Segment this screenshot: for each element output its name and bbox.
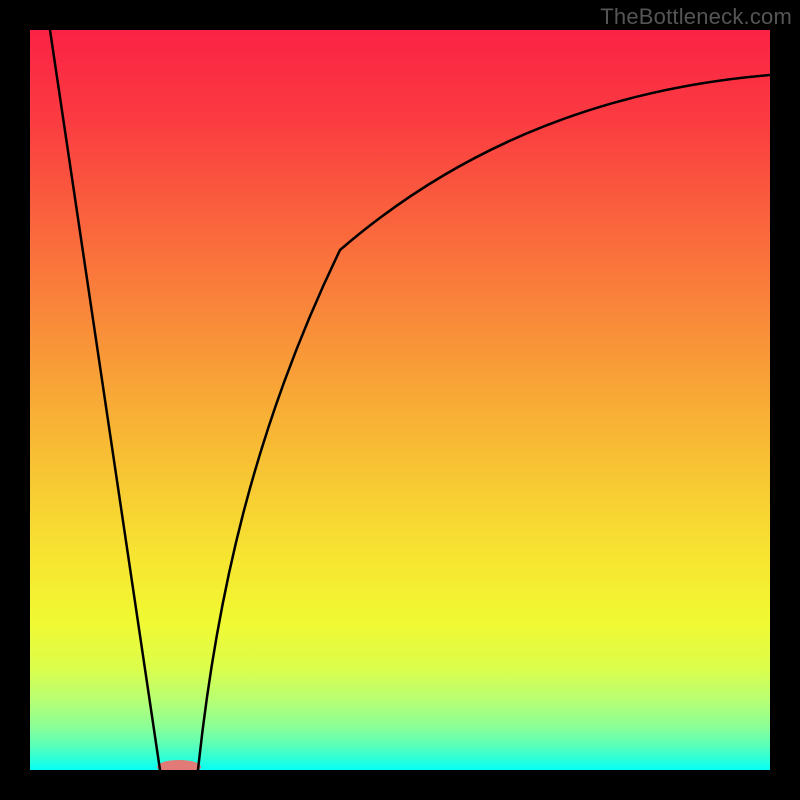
plot-background	[30, 30, 770, 770]
bottleneck-chart: TheBottleneck.com	[0, 0, 800, 800]
watermark-text: TheBottleneck.com	[600, 4, 792, 30]
chart-svg	[0, 0, 800, 800]
